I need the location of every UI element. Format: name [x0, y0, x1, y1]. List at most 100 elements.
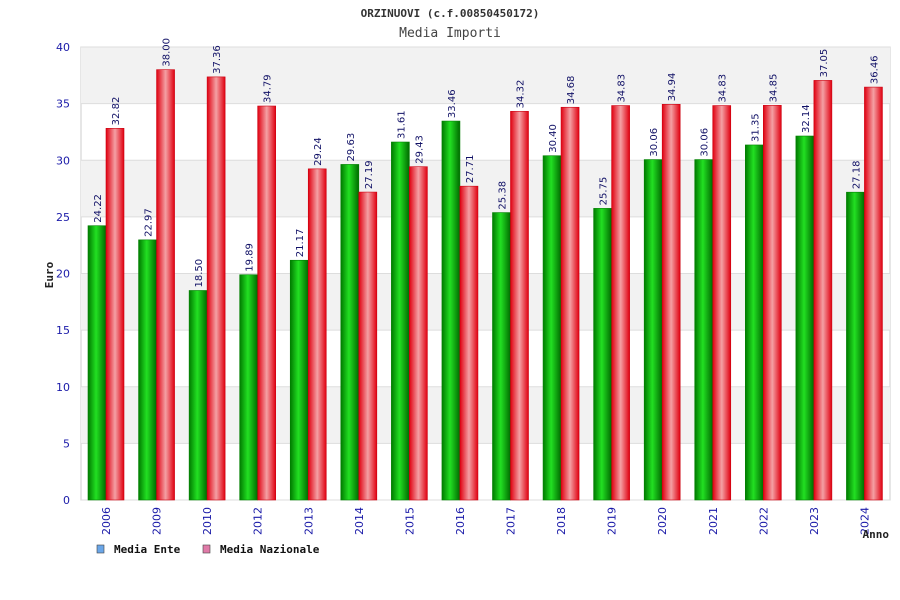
- x-tick-label: 2012: [252, 507, 265, 535]
- data-label: 34.83: [718, 74, 729, 103]
- data-label: 34.85: [768, 74, 779, 103]
- bar-media-nazionale-2010: [206, 76, 226, 501]
- bar-media-nazionale-2024: [864, 86, 883, 501]
- data-label: 32.14: [801, 104, 812, 133]
- bar-media-nazionale-2016: [459, 185, 479, 501]
- bar-media-nazionale-2017: [510, 111, 529, 501]
- bar-media-nazionale-2009: [156, 69, 175, 501]
- bar-media-ente-2012: [239, 274, 258, 501]
- data-label: 34.94: [667, 73, 678, 102]
- data-label: 34.32: [516, 80, 527, 109]
- x-axis-ticks: 2006 2009 2010 2012 2013 2014 2015 2016 2017 2018…: [100, 507, 871, 535]
- data-label: 25.75: [599, 177, 610, 206]
- x-tick-label: 2014: [353, 507, 366, 535]
- y-tick-label: 15: [56, 324, 70, 337]
- bar-media-ente-2015: [391, 141, 410, 501]
- x-tick-label: 2017: [505, 507, 518, 535]
- data-label: 34.79: [263, 74, 274, 103]
- data-label: 30.06: [700, 128, 711, 157]
- bar-media-nazionale-2014: [358, 191, 378, 501]
- bar-media-nazionale-2020: [661, 104, 681, 501]
- bar-media-nazionale-2021: [712, 105, 732, 501]
- bar-media-ente-2021: [694, 159, 714, 501]
- bar-media-ente-2016: [441, 120, 461, 501]
- data-label: 27.18: [851, 161, 862, 190]
- data-label: 29.43: [414, 135, 425, 164]
- x-tick-label: 2018: [555, 507, 568, 535]
- data-label: 37.05: [819, 49, 830, 78]
- data-label: 31.61: [396, 110, 407, 139]
- x-tick-label: 2013: [302, 507, 315, 535]
- x-axis-label: Anno: [863, 528, 890, 541]
- bar-media-ente-2010: [188, 290, 208, 501]
- x-tick-label: 2006: [100, 507, 113, 535]
- bar-media-ente-2014: [340, 164, 360, 501]
- data-labels: 24.22 32.82 22.97 38.00 18.50 37.36 19.89 34.79…: [93, 38, 880, 287]
- bar-media-ente-2009: [138, 239, 157, 501]
- x-tick-label: 2022: [757, 507, 770, 535]
- y-tick-label: 10: [56, 381, 70, 394]
- data-label: 24.22: [93, 194, 104, 223]
- y-tick-label: 0: [63, 494, 70, 507]
- legend-label-media-ente: Media Ente: [114, 543, 181, 556]
- x-tick-label: 2016: [454, 507, 467, 535]
- data-label: 32.82: [111, 97, 122, 126]
- bar-media-ente-2023: [795, 135, 815, 501]
- x-tick-label: 2009: [151, 507, 164, 535]
- data-label: 30.40: [548, 124, 559, 153]
- data-label: 27.19: [364, 160, 375, 189]
- legend-swatch-media-nazionale: [202, 544, 211, 554]
- y-tick-label: 30: [56, 154, 70, 167]
- x-tick-label: 2020: [656, 507, 669, 535]
- chart-subtitle: Media Importi: [399, 26, 501, 41]
- data-label: 22.97: [144, 208, 155, 237]
- bar-media-ente-2013: [289, 259, 309, 501]
- x-tick-label: 2015: [403, 507, 416, 535]
- bar-media-nazionale-2006: [105, 128, 125, 501]
- data-label: 38.00: [162, 38, 173, 67]
- bar-media-ente-2018: [542, 155, 562, 501]
- y-tick-label: 25: [56, 211, 70, 224]
- bar-media-ente-2006: [87, 225, 107, 501]
- x-tick-label: 2023: [808, 507, 821, 535]
- data-label: 31.35: [750, 113, 761, 142]
- data-label: 33.46: [447, 89, 458, 118]
- bar-media-nazionale-2022: [763, 105, 782, 501]
- bar-media-ente-2024: [846, 191, 865, 501]
- data-label: 30.06: [649, 128, 660, 157]
- data-label: 36.46: [869, 55, 880, 84]
- bar-media-nazionale-2023: [813, 80, 833, 501]
- bar-media-nazionale-2019: [611, 105, 630, 501]
- y-tick-label: 35: [56, 98, 70, 111]
- data-label: 27.71: [465, 155, 476, 184]
- x-tick-label: 2024: [858, 507, 871, 535]
- data-label: 37.36: [212, 45, 223, 74]
- y-axis-label: Euro: [43, 261, 56, 288]
- data-label: 34.68: [566, 76, 577, 105]
- legend: Media Ente Media Nazionale: [96, 543, 320, 556]
- data-label: 21.17: [295, 229, 306, 258]
- x-tick-label: 2019: [606, 507, 619, 535]
- bar-media-nazionale-2012: [257, 105, 276, 501]
- chart-title: ORZINUOVI (c.f.00850450172): [361, 7, 540, 20]
- data-label: 29.63: [346, 133, 357, 162]
- data-label: 18.50: [194, 259, 205, 288]
- bar-media-ente-2022: [745, 144, 764, 501]
- bar-media-ente-2017: [492, 212, 511, 501]
- legend-label-media-nazionale: Media Nazionale: [220, 543, 320, 556]
- x-tick-label: 2021: [707, 507, 720, 535]
- y-axis-ticks: 0 5 10 15 20 25 30 35 40: [56, 41, 70, 507]
- bar-media-nazionale-2018: [560, 106, 580, 501]
- data-label: 29.24: [313, 137, 324, 166]
- bar-media-ente-2019: [593, 208, 612, 501]
- bar-media-ente-2020: [643, 159, 663, 501]
- legend-swatch-media-ente: [96, 544, 105, 554]
- y-tick-label: 40: [56, 41, 70, 54]
- data-label: 19.89: [245, 243, 256, 272]
- y-tick-label: 5: [63, 437, 70, 450]
- x-tick-label: 2010: [201, 507, 214, 535]
- data-label: 34.83: [617, 74, 628, 103]
- y-tick-label: 20: [56, 268, 70, 281]
- bars: [87, 69, 883, 501]
